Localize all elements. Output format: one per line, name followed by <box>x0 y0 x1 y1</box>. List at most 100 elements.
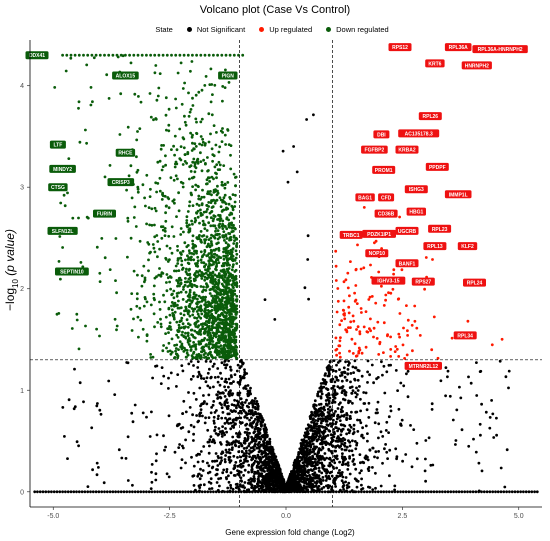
point-not-significant <box>253 427 257 431</box>
point-not-significant <box>347 401 350 405</box>
point-not-significant <box>240 421 244 424</box>
point-down-regulated <box>212 334 216 338</box>
point-not-significant <box>342 484 346 487</box>
point-not-significant <box>258 466 262 470</box>
point-not-significant <box>278 472 282 475</box>
point-down-regulated <box>221 99 224 103</box>
point-not-significant <box>242 447 246 450</box>
point-down-regulated <box>206 156 209 159</box>
point-not-significant <box>482 490 486 494</box>
point-down-regulated <box>184 277 187 280</box>
point-not-significant <box>198 414 202 418</box>
point-down-regulated <box>224 53 228 57</box>
point-down-regulated <box>211 340 215 343</box>
point-not-significant <box>321 476 325 479</box>
point-not-significant <box>192 391 196 395</box>
point-not-significant <box>217 414 220 418</box>
point-down-regulated <box>205 215 209 219</box>
point-down-regulated <box>192 258 196 262</box>
point-down-regulated <box>200 273 204 276</box>
point-not-significant <box>260 452 264 456</box>
point-down-regulated <box>193 161 197 165</box>
point-not-significant <box>192 364 195 367</box>
point-down-regulated <box>186 312 190 316</box>
point-not-significant <box>427 490 430 494</box>
point-down-regulated <box>225 338 228 342</box>
point-not-significant <box>305 448 309 452</box>
point-down-regulated <box>205 316 209 320</box>
point-not-significant <box>305 464 309 468</box>
point-down-regulated <box>221 227 225 231</box>
point-not-significant <box>243 431 247 434</box>
point-down-regulated <box>115 53 119 57</box>
point-down-regulated <box>208 347 212 351</box>
point-down-regulated <box>155 98 159 102</box>
point-not-significant <box>361 426 364 430</box>
point-down-regulated <box>182 313 186 317</box>
point-not-significant <box>231 392 235 395</box>
point-not-significant <box>100 490 104 494</box>
point-not-significant <box>441 490 444 494</box>
point-not-significant <box>340 386 343 389</box>
point-not-significant <box>346 464 350 467</box>
point-not-significant <box>172 490 176 494</box>
point-not-significant <box>234 461 238 464</box>
point-down-regulated <box>223 86 227 89</box>
point-not-significant <box>202 483 206 487</box>
point-down-regulated <box>209 273 213 277</box>
point-down-regulated <box>184 331 187 335</box>
point-not-significant <box>359 397 362 401</box>
point-down-regulated <box>214 265 218 269</box>
point-not-significant <box>133 490 137 494</box>
point-not-significant <box>339 408 343 411</box>
point-not-significant <box>322 435 325 438</box>
point-not-significant <box>499 490 503 494</box>
point-down-regulated <box>216 53 220 57</box>
point-not-significant <box>327 399 331 403</box>
point-down-regulated <box>203 327 207 331</box>
point-not-significant <box>233 398 237 402</box>
point-not-significant <box>66 457 69 460</box>
point-down-regulated <box>228 252 232 256</box>
point-not-significant <box>353 440 357 443</box>
point-down-regulated <box>165 281 168 284</box>
point-not-significant <box>232 426 236 429</box>
point-not-significant <box>253 477 256 481</box>
point-down-regulated <box>223 183 227 187</box>
point-not-significant <box>149 487 153 490</box>
point-down-regulated <box>73 53 77 57</box>
point-down-regulated <box>152 312 156 316</box>
point-not-significant <box>167 490 171 494</box>
point-not-significant <box>323 430 327 433</box>
point-not-significant <box>117 448 121 452</box>
point-down-regulated <box>181 330 184 334</box>
point-down-regulated <box>197 332 201 336</box>
point-not-significant <box>351 439 354 443</box>
point-not-significant <box>341 452 344 455</box>
point-not-significant <box>211 365 215 368</box>
point-not-significant <box>150 480 154 484</box>
point-not-significant <box>223 395 227 398</box>
point-down-regulated <box>107 97 111 100</box>
point-down-regulated <box>197 204 201 207</box>
point-not-significant <box>217 427 221 430</box>
point-not-significant <box>252 439 255 443</box>
point-not-significant <box>256 460 259 464</box>
point-not-significant <box>252 437 256 441</box>
point-not-significant <box>250 470 254 474</box>
point-not-significant <box>339 410 343 414</box>
point-not-significant <box>262 481 266 485</box>
point-not-significant <box>266 480 269 483</box>
point-down-regulated <box>176 306 180 310</box>
point-not-significant <box>495 433 498 437</box>
point-not-significant <box>350 449 354 453</box>
point-not-significant <box>289 479 293 482</box>
point-not-significant <box>150 470 153 474</box>
point-down-regulated <box>164 315 168 319</box>
point-down-regulated <box>155 190 159 194</box>
point-not-significant <box>301 446 304 449</box>
point-not-significant <box>363 402 367 405</box>
point-down-regulated <box>190 60 194 63</box>
point-not-significant <box>216 468 219 472</box>
point-down-regulated <box>86 216 90 220</box>
